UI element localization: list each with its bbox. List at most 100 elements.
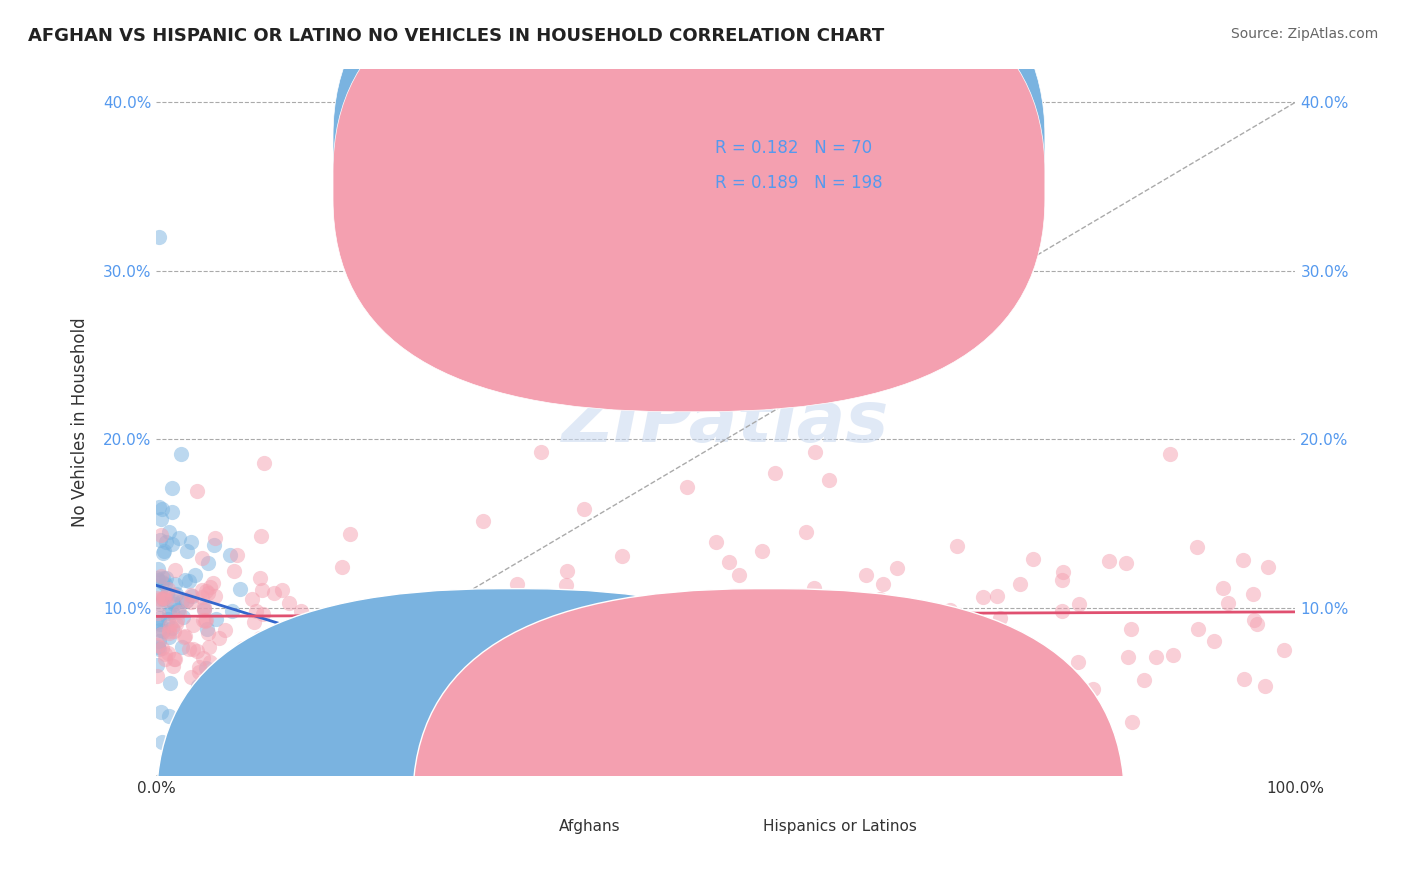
Point bbox=[149, 626, 172, 640]
Point bbox=[176, 544, 198, 558]
Point bbox=[197, 556, 219, 570]
Point bbox=[939, 603, 962, 617]
Point bbox=[945, 539, 967, 553]
Point bbox=[564, 639, 586, 653]
Point bbox=[146, 657, 169, 672]
Point bbox=[165, 586, 187, 600]
Point bbox=[197, 626, 219, 640]
Point bbox=[153, 543, 176, 558]
Point bbox=[245, 604, 267, 618]
Point bbox=[194, 661, 217, 675]
Point bbox=[146, 640, 169, 654]
Point bbox=[572, 640, 595, 654]
Point bbox=[877, 628, 900, 642]
Point bbox=[249, 529, 271, 543]
Point bbox=[986, 590, 1008, 604]
Point bbox=[869, 591, 891, 606]
Point bbox=[159, 618, 181, 632]
Point bbox=[1241, 587, 1264, 601]
Point bbox=[157, 611, 180, 625]
Point bbox=[165, 563, 187, 577]
Point bbox=[1246, 617, 1268, 632]
Point bbox=[855, 567, 877, 582]
Point bbox=[886, 560, 908, 574]
Point bbox=[176, 593, 198, 607]
Point bbox=[846, 627, 869, 641]
Point bbox=[180, 588, 202, 602]
Point bbox=[1254, 679, 1277, 693]
Point bbox=[423, 607, 446, 622]
Point bbox=[706, 624, 728, 639]
Point bbox=[623, 639, 645, 653]
Point bbox=[779, 649, 801, 664]
Point bbox=[640, 608, 662, 623]
Point bbox=[946, 661, 969, 675]
Point bbox=[197, 585, 219, 599]
Point bbox=[198, 656, 221, 670]
Point bbox=[148, 562, 170, 576]
Point bbox=[193, 601, 215, 615]
Point bbox=[1050, 604, 1073, 618]
Point bbox=[1187, 622, 1209, 636]
Point bbox=[180, 534, 202, 549]
Point bbox=[969, 660, 991, 674]
Point bbox=[235, 646, 257, 660]
Point bbox=[706, 534, 728, 549]
Point bbox=[202, 538, 225, 552]
Point bbox=[191, 583, 214, 598]
Point bbox=[583, 597, 606, 611]
Point bbox=[685, 640, 707, 655]
Point bbox=[150, 568, 173, 582]
Point bbox=[430, 620, 453, 634]
Text: ZIPatlas: ZIPatlas bbox=[562, 388, 890, 457]
Point bbox=[249, 631, 271, 645]
Point bbox=[645, 667, 668, 681]
Point bbox=[153, 577, 176, 591]
Point bbox=[794, 525, 817, 540]
Point bbox=[186, 644, 208, 658]
Point bbox=[1008, 577, 1031, 591]
Point bbox=[194, 615, 217, 629]
Point bbox=[1232, 553, 1254, 567]
Point bbox=[167, 532, 190, 546]
Point bbox=[972, 591, 994, 605]
Point bbox=[145, 591, 167, 606]
Point bbox=[166, 603, 188, 617]
Point bbox=[938, 610, 960, 624]
Point bbox=[685, 615, 707, 630]
Point bbox=[846, 653, 869, 667]
Point bbox=[150, 641, 173, 656]
Text: AFGHAN VS HISPANIC OR LATINO NO VEHICLES IN HOUSEHOLD CORRELATION CHART: AFGHAN VS HISPANIC OR LATINO NO VEHICLES… bbox=[28, 27, 884, 45]
Text: R = 0.182   N = 70: R = 0.182 N = 70 bbox=[714, 139, 872, 157]
Point bbox=[163, 652, 186, 666]
Point bbox=[195, 584, 218, 599]
Point bbox=[156, 587, 179, 601]
Point bbox=[1115, 557, 1137, 571]
Point bbox=[513, 589, 536, 603]
Point bbox=[717, 555, 740, 569]
Point bbox=[191, 590, 214, 604]
Point bbox=[218, 548, 240, 562]
Point bbox=[198, 640, 221, 654]
Point bbox=[149, 706, 172, 720]
Point bbox=[1159, 448, 1181, 462]
Point bbox=[149, 623, 172, 637]
Point bbox=[167, 605, 190, 619]
Point bbox=[1233, 673, 1256, 687]
Point bbox=[152, 624, 174, 638]
Point bbox=[162, 594, 184, 608]
Point bbox=[146, 638, 169, 652]
Point bbox=[1243, 614, 1265, 628]
Text: Hispanics or Latinos: Hispanics or Latinos bbox=[763, 819, 917, 834]
Point bbox=[257, 668, 280, 682]
Point bbox=[177, 574, 200, 589]
Point bbox=[157, 524, 180, 539]
Point bbox=[157, 646, 180, 660]
Point bbox=[252, 607, 274, 622]
Point bbox=[612, 549, 634, 563]
Point bbox=[367, 618, 389, 632]
Y-axis label: No Vehicles in Household: No Vehicles in Household bbox=[72, 318, 89, 527]
Point bbox=[330, 560, 353, 574]
Point bbox=[263, 586, 285, 600]
Point bbox=[1098, 554, 1121, 568]
